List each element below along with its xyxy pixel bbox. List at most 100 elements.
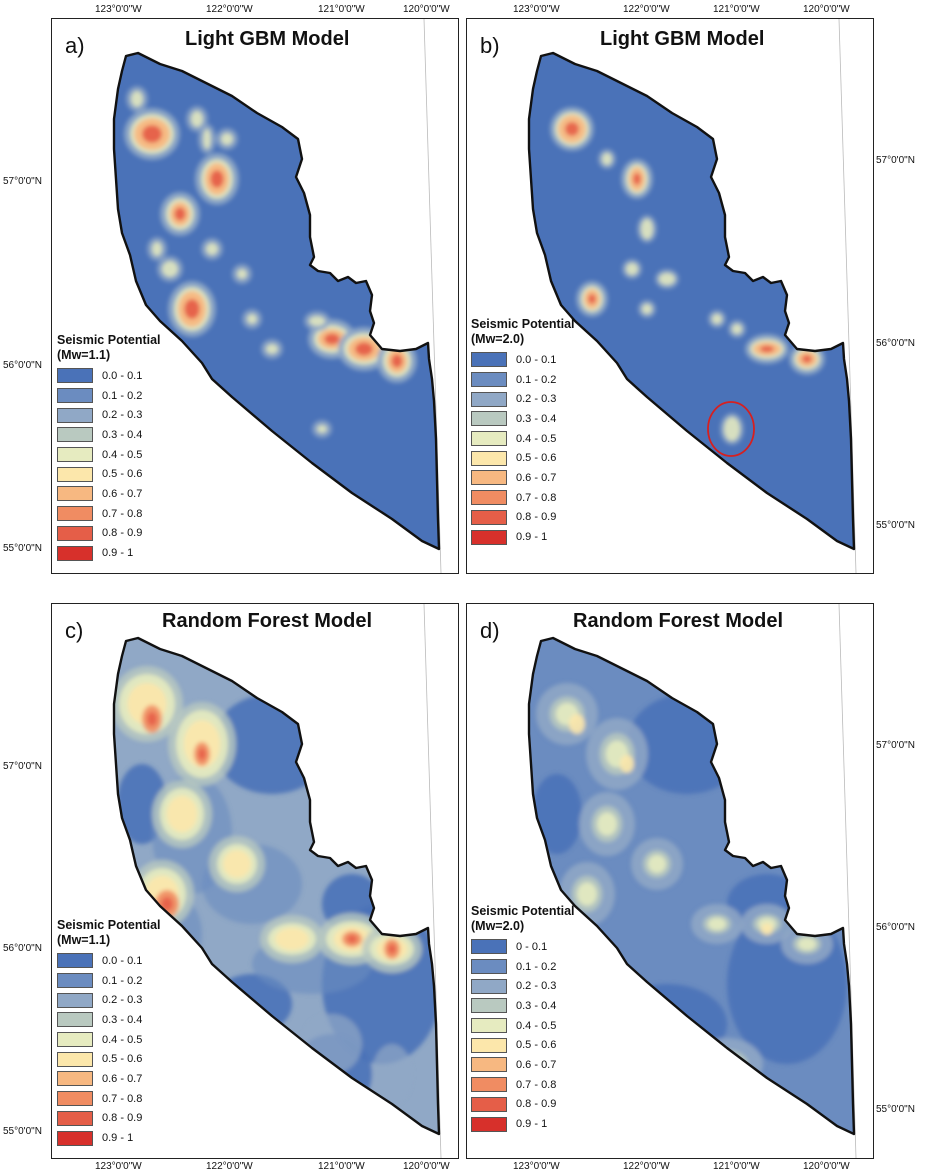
legend-item-c-8: 0.8 - 0.9 bbox=[57, 1109, 161, 1129]
legend-item-label: 0.1 - 0.2 bbox=[516, 960, 557, 973]
lon-label-123w-bottom-right: 123°0'0"W bbox=[513, 1161, 560, 1172]
legend-item-label: 0.7 - 0.8 bbox=[102, 507, 143, 520]
legend-swatch bbox=[57, 1032, 93, 1048]
panel-title-a: Light GBM Model bbox=[185, 28, 350, 50]
legend-swatch bbox=[57, 525, 93, 541]
legend-item-a-7: 0.7 - 0.8 bbox=[57, 504, 161, 524]
legend-item-a-8: 0.8 - 0.9 bbox=[57, 524, 161, 544]
legend-item-d-4: 0.4 - 0.5 bbox=[471, 1016, 575, 1036]
legend-item-c-7: 0.7 - 0.8 bbox=[57, 1089, 161, 1109]
map-canvas-d bbox=[527, 604, 857, 1158]
legend-item-c-6: 0.6 - 0.7 bbox=[57, 1069, 161, 1089]
legend-title-d: Seismic Potential bbox=[471, 904, 575, 918]
legend-swatch bbox=[471, 411, 507, 427]
legend-item-label: 0.3 - 0.4 bbox=[516, 412, 557, 425]
legend-item-a-3: 0.3 - 0.4 bbox=[57, 425, 161, 445]
legend-item-d-5: 0.5 - 0.6 bbox=[471, 1035, 575, 1055]
legend-item-label: 0.5 - 0.6 bbox=[102, 1053, 143, 1066]
lat-label-56n-c: 56°0'0"N bbox=[3, 943, 42, 954]
legend-item-c-3: 0.3 - 0.4 bbox=[57, 1010, 161, 1030]
lat-label-55n-a: 55°0'0"N bbox=[3, 543, 42, 554]
legend-item-label: 0.1 - 0.2 bbox=[102, 974, 143, 987]
legend-d: Seismic Potential (Mw=2.0) 0 - 0.1 0.1 - … bbox=[471, 904, 575, 1134]
legend-swatch bbox=[471, 998, 507, 1014]
legend-a: Seismic Potential (Mw=1.1) 0.0 - 0.1 0.1 … bbox=[57, 333, 161, 563]
legend-item-label: 0.2 - 0.3 bbox=[102, 994, 143, 1007]
legend-item-label: 0.7 - 0.8 bbox=[102, 1092, 143, 1105]
legend-item-d-7: 0.7 - 0.8 bbox=[471, 1075, 575, 1095]
legend-item-label: 0.1 - 0.2 bbox=[102, 389, 143, 402]
legend-item-label: 0.6 - 0.7 bbox=[516, 471, 557, 484]
legend-item-b-9: 0.9 - 1 bbox=[471, 527, 575, 547]
legend-item-label: 0.4 - 0.5 bbox=[516, 432, 557, 445]
legend-swatch bbox=[57, 427, 93, 443]
legend-swatch bbox=[57, 1130, 93, 1146]
legend-subtitle-b: (Mw=2.0) bbox=[471, 332, 525, 346]
legend-swatch bbox=[471, 470, 507, 486]
legend-swatch bbox=[471, 450, 507, 466]
lon-label-120w-bottom-right: 120°0'0"W bbox=[803, 1161, 850, 1172]
legend-b: Seismic Potential (Mw=2.0) 0.0 - 0.1 0.1 … bbox=[471, 317, 575, 547]
legend-item-label: 0.9 - 1 bbox=[102, 1132, 134, 1145]
legend-swatch bbox=[57, 953, 93, 969]
lat-label-57n-d: 57°0'0"N bbox=[876, 740, 915, 751]
legend-item-label: 0.7 - 0.8 bbox=[516, 1078, 557, 1091]
region-boundary bbox=[527, 51, 856, 551]
lon-label-120w-top-left: 120°0'0"W bbox=[403, 4, 450, 15]
legend-swatch bbox=[471, 978, 507, 994]
legend-item-b-3: 0.3 - 0.4 bbox=[471, 409, 575, 429]
lat-label-55n-c: 55°0'0"N bbox=[3, 1126, 42, 1137]
legend-swatch bbox=[471, 1018, 507, 1034]
legend-item-b-4: 0.4 - 0.5 bbox=[471, 429, 575, 449]
legend-item-b-7: 0.7 - 0.8 bbox=[471, 488, 575, 508]
legend-swatch bbox=[57, 486, 93, 502]
lat-label-56n-b: 56°0'0"N bbox=[876, 338, 915, 349]
legend-title-b: Seismic Potential bbox=[471, 317, 575, 331]
legend-item-b-5: 0.5 - 0.6 bbox=[471, 448, 575, 468]
map-panel-a: a) Light GBM Model Seismic Potential (Mw… bbox=[51, 18, 459, 574]
legend-swatch bbox=[471, 1057, 507, 1073]
legend-item-a-0: 0.0 - 0.1 bbox=[57, 366, 161, 386]
legend-swatch bbox=[57, 1091, 93, 1107]
lat-label-57n-a: 57°0'0"N bbox=[3, 176, 42, 187]
legend-item-label: 0.6 - 0.7 bbox=[516, 1058, 557, 1071]
legend-item-d-0: 0 - 0.1 bbox=[471, 937, 575, 957]
legend-swatch bbox=[57, 447, 93, 463]
lon-label-121w-top-left: 121°0'0"W bbox=[318, 4, 365, 15]
legend-swatch bbox=[57, 545, 93, 561]
legend-swatch bbox=[471, 490, 507, 506]
legend-item-label: 0.1 - 0.2 bbox=[516, 373, 557, 386]
legend-item-d-2: 0.2 - 0.3 bbox=[471, 976, 575, 996]
legend-item-a-1: 0.1 - 0.2 bbox=[57, 386, 161, 406]
legend-item-d-3: 0.3 - 0.4 bbox=[471, 996, 575, 1016]
legend-swatch bbox=[57, 368, 93, 384]
legend-item-label: 0.4 - 0.5 bbox=[102, 448, 143, 461]
legend-item-c-2: 0.2 - 0.3 bbox=[57, 990, 161, 1010]
legend-title-c: Seismic Potential bbox=[57, 918, 161, 932]
legend-item-label: 0.6 - 0.7 bbox=[102, 487, 143, 500]
legend-item-c-0: 0.0 - 0.1 bbox=[57, 951, 161, 971]
lat-label-57n-c: 57°0'0"N bbox=[3, 761, 42, 772]
legend-item-label: 0.6 - 0.7 bbox=[102, 1072, 143, 1085]
lat-label-57n-b: 57°0'0"N bbox=[876, 155, 915, 166]
panel-label-d: d) bbox=[480, 618, 500, 643]
panel-label-a: a) bbox=[65, 33, 85, 58]
legend-item-label: 0.2 - 0.3 bbox=[102, 409, 143, 422]
legend-swatch bbox=[57, 1071, 93, 1087]
lon-label-121w-bottom-left: 121°0'0"W bbox=[318, 1161, 365, 1172]
legend-item-a-2: 0.2 - 0.3 bbox=[57, 405, 161, 425]
lon-label-122w-bottom-right: 122°0'0"W bbox=[623, 1161, 670, 1172]
legend-swatch bbox=[471, 959, 507, 975]
legend-item-b-2: 0.2 - 0.3 bbox=[471, 389, 575, 409]
legend-swatch bbox=[57, 407, 93, 423]
legend-item-label: 0 - 0.1 bbox=[516, 940, 548, 953]
legend-item-b-0: 0.0 - 0.1 bbox=[471, 350, 575, 370]
legend-item-b-6: 0.6 - 0.7 bbox=[471, 468, 575, 488]
legend-item-label: 0.3 - 0.4 bbox=[516, 999, 557, 1012]
legend-item-label: 0.4 - 0.5 bbox=[102, 1033, 143, 1046]
lon-label-123w-bottom-left: 123°0'0"W bbox=[95, 1161, 142, 1172]
legend-item-a-6: 0.6 - 0.7 bbox=[57, 484, 161, 504]
legend-item-b-1: 0.1 - 0.2 bbox=[471, 370, 575, 390]
legend-item-d-6: 0.6 - 0.7 bbox=[471, 1055, 575, 1075]
legend-item-label: 0.8 - 0.9 bbox=[102, 1112, 143, 1125]
